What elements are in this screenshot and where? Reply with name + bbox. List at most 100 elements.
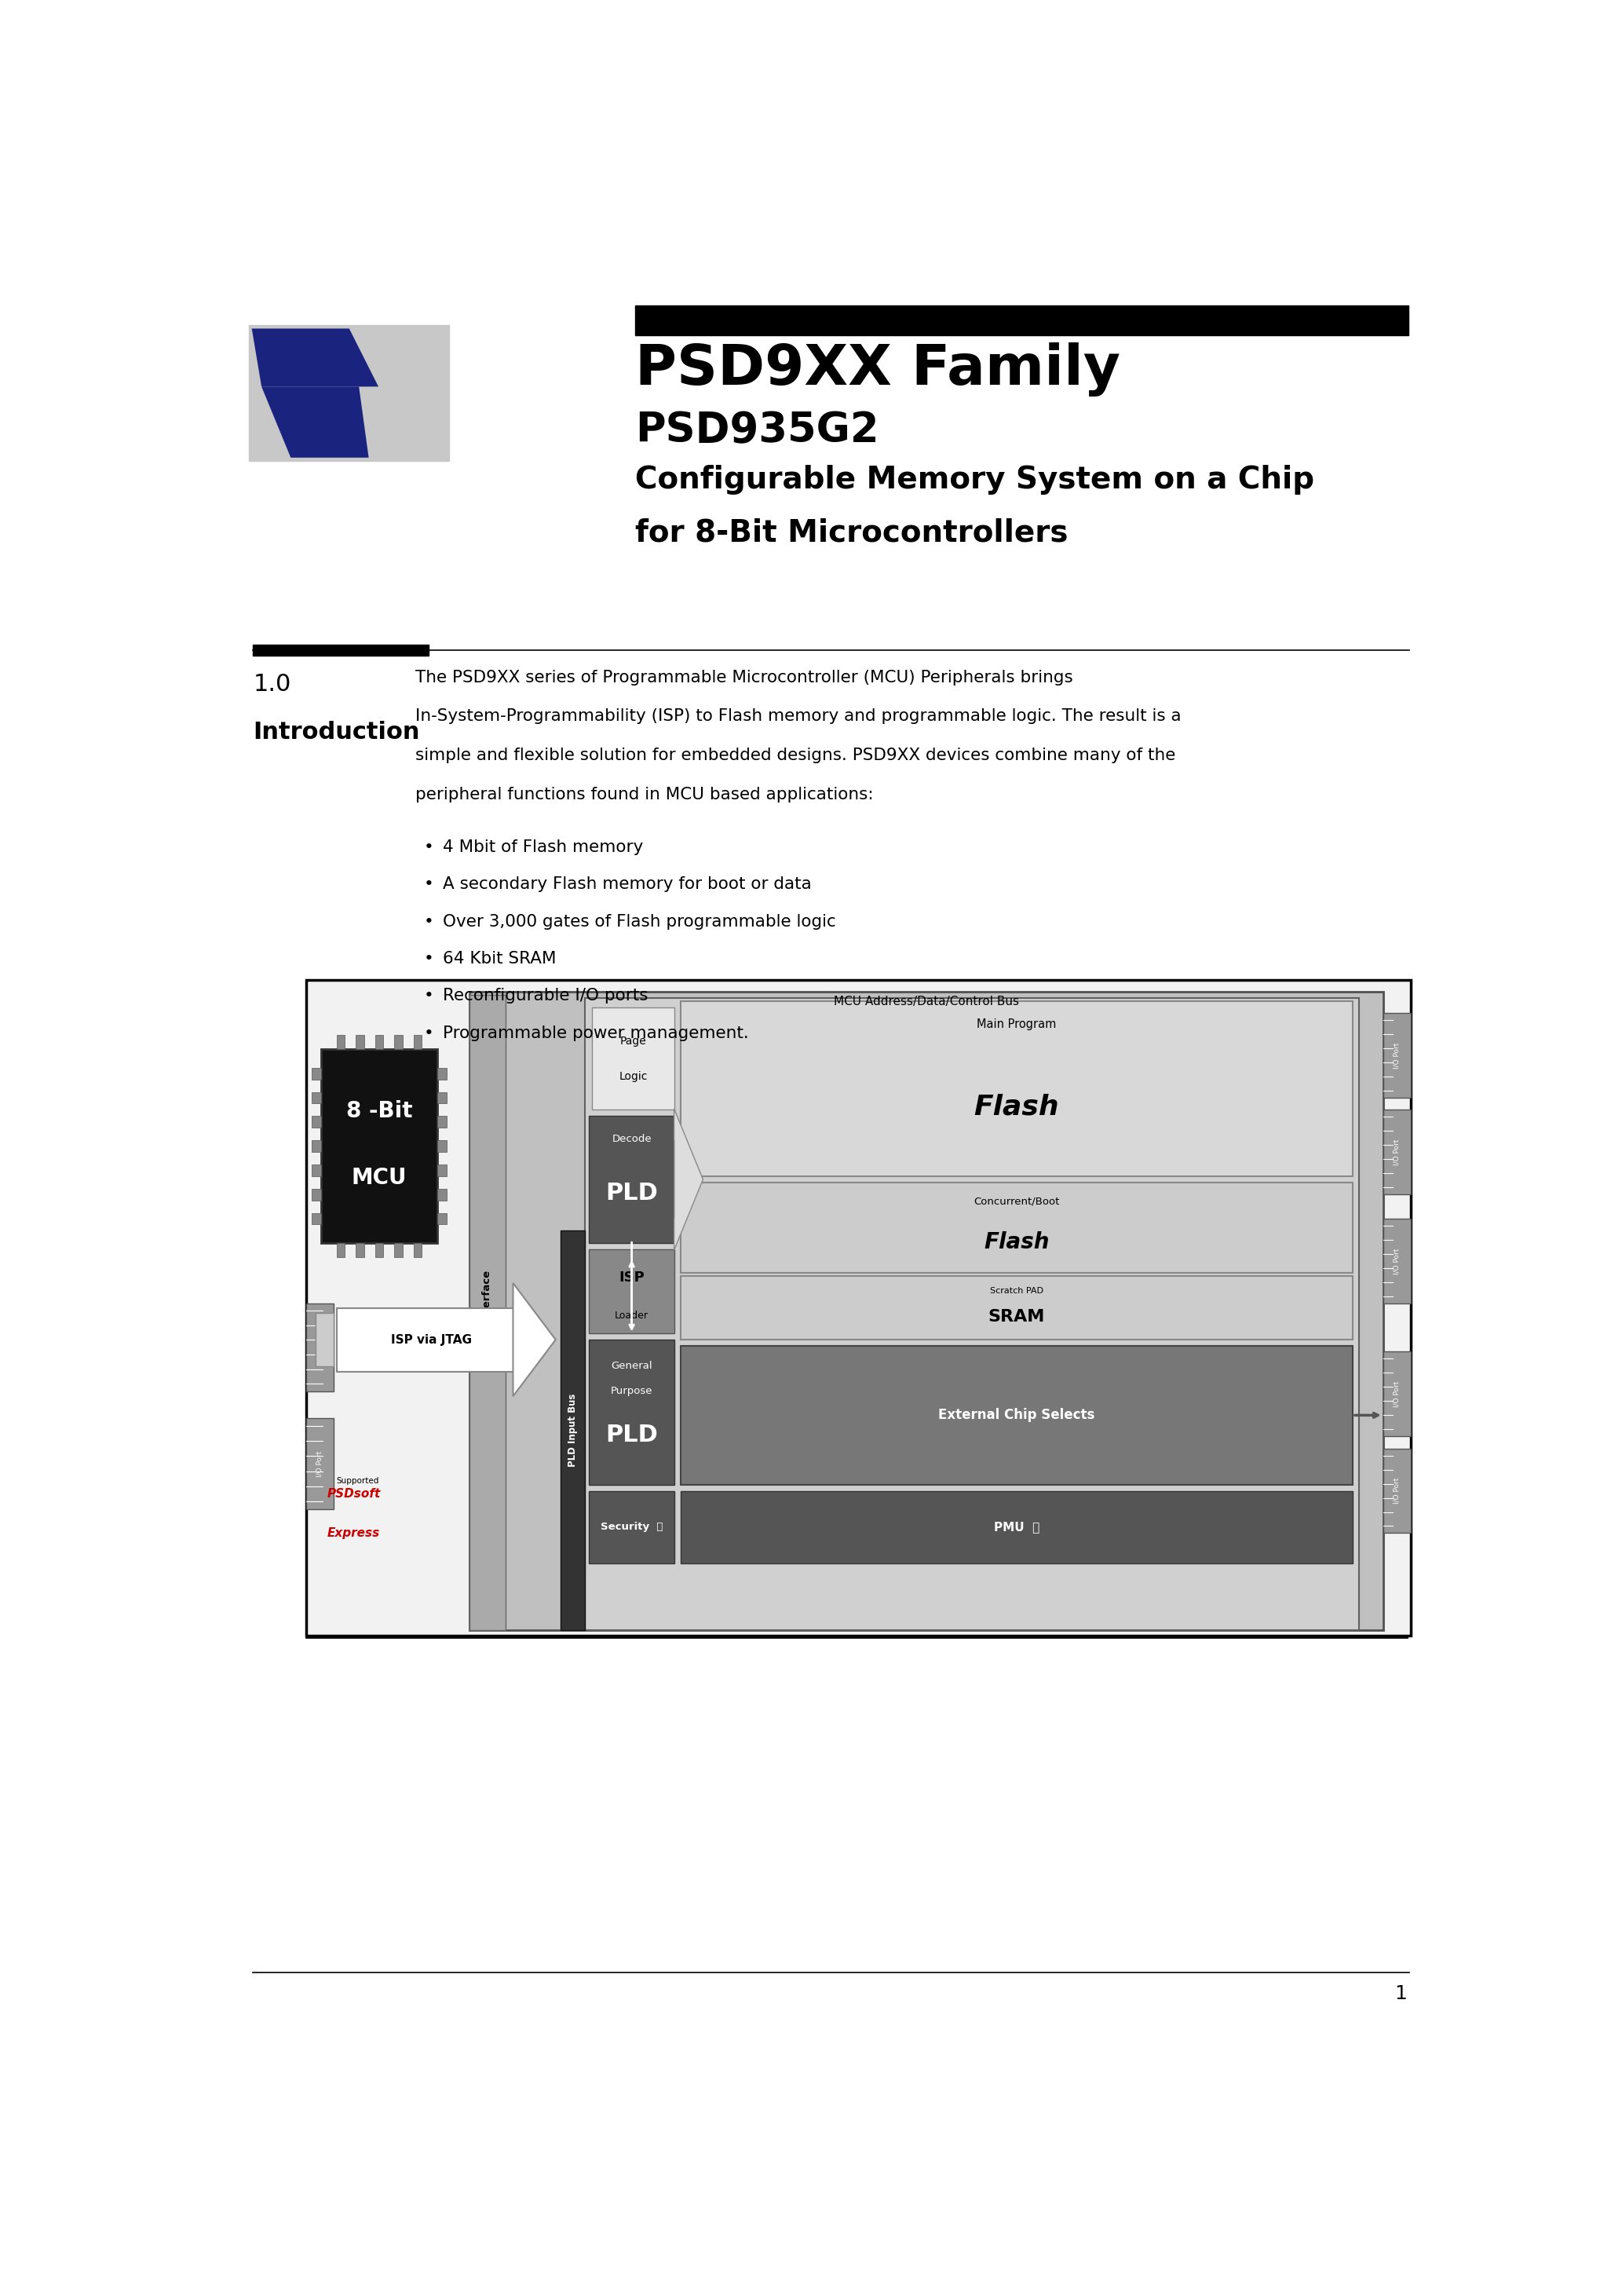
Text: Purpose: Purpose	[611, 1384, 652, 1396]
Text: PMU  🔧: PMU 🔧	[994, 1522, 1040, 1534]
Bar	[436, 1093, 448, 1104]
Text: Security  🔒: Security 🔒	[600, 1522, 663, 1531]
Bar	[436, 1164, 448, 1176]
Text: PSD9XX Family: PSD9XX Family	[636, 342, 1121, 397]
Text: I/O Port: I/O Port	[316, 1451, 323, 1476]
Text: I/O Port: I/O Port	[1393, 1249, 1400, 1274]
Text: •: •	[423, 987, 435, 1003]
Polygon shape	[261, 386, 368, 457]
Bar	[311, 1068, 321, 1079]
Text: External Chip Selects: External Chip Selects	[938, 1407, 1095, 1421]
Text: I/O Port: I/O Port	[1393, 1139, 1400, 1166]
Text: I/O Port: I/O Port	[316, 1334, 323, 1359]
Bar	[311, 1189, 321, 1201]
Text: I/O Port: I/O Port	[1393, 1380, 1400, 1407]
Text: Programmable power management.: Programmable power management.	[443, 1024, 749, 1040]
Text: 4 Mbit of Flash memory: 4 Mbit of Flash memory	[443, 840, 644, 854]
Text: •: •	[423, 1024, 435, 1040]
Text: PSDsoft: PSDsoft	[328, 1488, 381, 1499]
Bar	[680, 1001, 1353, 1176]
Bar	[1384, 1219, 1411, 1304]
Bar	[636, 305, 1408, 335]
Text: Supported: Supported	[337, 1476, 380, 1486]
Text: PLD: PLD	[605, 1424, 659, 1446]
Text: Flash: Flash	[985, 1231, 1049, 1254]
Text: for 8-Bit Microcontrollers: for 8-Bit Microcontrollers	[636, 517, 1069, 546]
Bar	[1384, 1449, 1411, 1534]
Bar	[250, 326, 449, 461]
Bar	[436, 1068, 448, 1079]
Bar	[355, 1242, 363, 1258]
Text: Scratch PAD: Scratch PAD	[989, 1286, 1043, 1295]
Bar	[414, 1035, 422, 1049]
Bar	[1384, 1352, 1411, 1437]
Polygon shape	[513, 1283, 556, 1396]
Text: I/O Port: I/O Port	[1393, 1042, 1400, 1068]
Bar	[311, 1212, 321, 1224]
Bar	[337, 1309, 513, 1371]
Bar	[375, 1035, 383, 1049]
Text: MCU: MCU	[352, 1166, 407, 1189]
Bar	[311, 1141, 321, 1153]
Polygon shape	[251, 328, 378, 386]
Text: 1.0: 1.0	[253, 673, 290, 696]
Bar	[436, 1189, 448, 1201]
Bar	[589, 1249, 675, 1334]
Text: General: General	[611, 1362, 652, 1371]
Bar	[436, 1212, 448, 1224]
Text: Logic: Logic	[620, 1070, 647, 1081]
Text: 1: 1	[1395, 1984, 1406, 2004]
Polygon shape	[675, 1109, 702, 1249]
Bar	[586, 999, 1359, 1630]
Bar	[311, 1093, 321, 1104]
Bar	[394, 1035, 402, 1049]
Bar	[1384, 1109, 1411, 1194]
Text: •: •	[423, 951, 435, 967]
Bar	[680, 1490, 1353, 1564]
Bar	[680, 1182, 1353, 1274]
Text: •: •	[423, 914, 435, 930]
Bar	[589, 1490, 675, 1564]
Text: ISP via JTAG: ISP via JTAG	[391, 1334, 472, 1345]
Bar	[592, 1008, 675, 1109]
Text: Express: Express	[328, 1527, 380, 1538]
Bar	[253, 645, 428, 657]
Text: ISP: ISP	[620, 1270, 644, 1283]
Bar	[436, 1141, 448, 1153]
Bar	[321, 1049, 436, 1242]
Text: peripheral functions found in MCU based applications:: peripheral functions found in MCU based …	[415, 788, 873, 801]
Text: In-System-Programmability (ISP) to Flash memory and programmable logic. The resu: In-System-Programmability (ISP) to Flash…	[415, 709, 1181, 723]
Text: PSD935G2: PSD935G2	[636, 411, 879, 450]
Text: Page: Page	[620, 1035, 647, 1047]
Bar	[680, 1345, 1353, 1486]
Bar	[311, 1116, 321, 1127]
Bar	[315, 1313, 334, 1366]
Bar	[394, 1242, 402, 1258]
Text: Main Program: Main Program	[976, 1019, 1056, 1031]
Bar	[307, 983, 1406, 1637]
Bar	[311, 1164, 321, 1176]
Bar	[307, 1304, 334, 1391]
Bar	[680, 1277, 1353, 1339]
Bar	[589, 1116, 675, 1242]
Text: Concurrent/Boot: Concurrent/Boot	[973, 1196, 1059, 1208]
Bar	[375, 1242, 383, 1258]
Text: The PSD9XX series of Programmable Microcontroller (MCU) Peripherals brings: The PSD9XX series of Programmable Microc…	[415, 670, 1072, 687]
Bar	[307, 1419, 334, 1508]
Bar	[469, 994, 506, 1630]
Text: •: •	[423, 877, 435, 893]
Text: A secondary Flash memory for boot or data: A secondary Flash memory for boot or dat…	[443, 877, 811, 893]
Text: 8 -Bit: 8 -Bit	[345, 1100, 412, 1123]
Text: Introduction: Introduction	[253, 721, 420, 744]
Bar	[436, 1116, 448, 1127]
Bar	[414, 1242, 422, 1258]
Text: SRAM: SRAM	[988, 1309, 1045, 1325]
Bar	[561, 1231, 586, 1630]
Text: MCU Interface: MCU Interface	[482, 1270, 493, 1355]
Text: Decode: Decode	[611, 1134, 652, 1143]
Text: Configurable Memory System on a Chip: Configurable Memory System on a Chip	[636, 464, 1314, 494]
Bar	[355, 1035, 363, 1049]
Text: •: •	[423, 840, 435, 854]
Bar	[336, 1242, 345, 1258]
Text: I/O Port: I/O Port	[1393, 1479, 1400, 1504]
